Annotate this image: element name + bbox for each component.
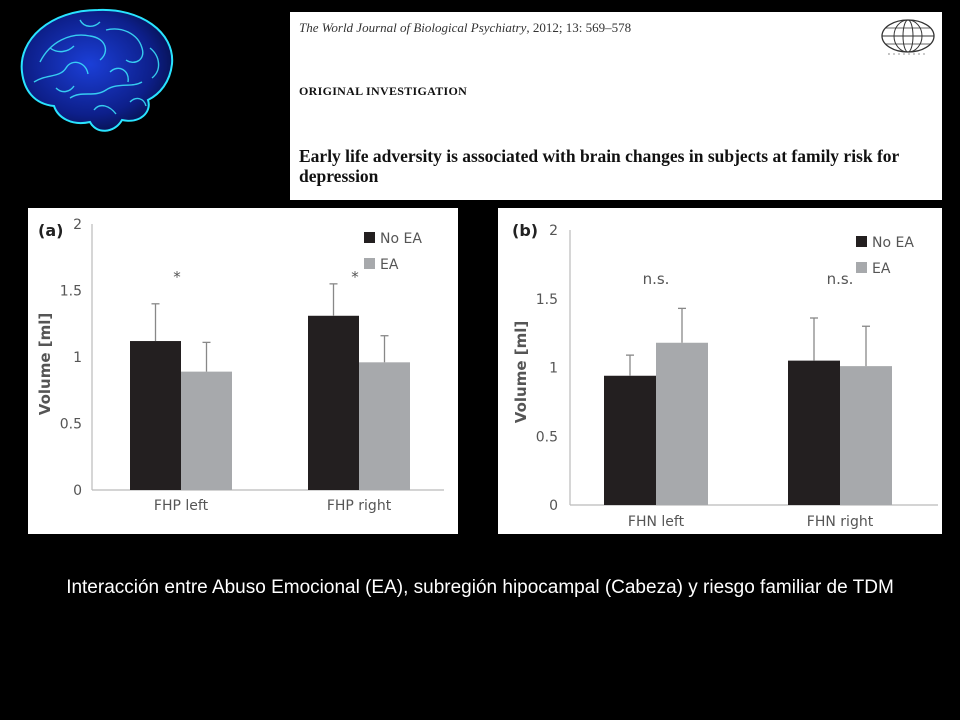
category-label: FHP right [327,498,392,514]
significance-label: * [173,268,181,286]
journal-meta: , 2012; 13: 569–578 [526,20,632,35]
section-label: ORIGINAL INVESTIGATION [299,84,468,98]
bar-no-ea [788,360,840,505]
y-tick-label: 1 [549,361,558,377]
journal-name: The World Journal of Biological Psychiat… [299,20,527,35]
y-tick-label: 0 [549,498,558,514]
bar-no-ea [308,315,359,490]
legend-swatch [856,262,867,273]
chart-b-svg: (b) Volume [ml] 0 0.5 1 1.5 2 n.s. n.s. FHN l… [512,221,938,530]
paper-title: Early life adversity is associated with … [299,146,900,186]
bar-no-ea [604,375,656,505]
y-tick-label: 2 [549,223,558,239]
panel-label: (a) [38,221,63,240]
significance-label: * [351,268,359,286]
category-label: FHN left [628,514,685,530]
legend-label: No EA [380,231,422,247]
legend-label: No EA [872,235,914,251]
y-tick-label: 0 [73,483,82,499]
chart-b: (b) Volume [ml] 0 0.5 1 1.5 2 n.s. n.s. FHN l… [498,208,942,534]
paper-header: The World Journal of Biological Psychiat… [290,12,942,200]
significance-label: n.s. [827,270,854,288]
category-label: FHP left [154,498,209,514]
journal-citation: The World Journal of Biological Psychiat… [299,20,631,36]
legend-swatch [856,236,867,247]
chart-a-svg: (a) Volume [ml] 0 0.5 1 1.5 2 * * FHP left FHP… [36,217,444,514]
y-axis-label: Volume [ml] [512,321,530,423]
bar-ea [840,366,892,505]
legend-label: EA [380,257,399,273]
significance-label: n.s. [643,270,670,288]
legend-swatch [364,232,375,243]
category-label: FHN right [807,514,874,530]
bar-ea [181,371,232,490]
y-tick-label: 1 [73,350,82,366]
y-tick-label: 0.5 [536,429,558,445]
slide-caption: Interacción entre Abuso Emocional (EA), … [66,577,894,598]
chart-a: (a) Volume [ml] 0 0.5 1 1.5 2 * * FHP left FHP… [28,208,458,534]
bar-ea [656,342,708,505]
y-tick-label: 1.5 [60,284,82,300]
panel-label: (b) [512,221,538,240]
bar-ea [359,362,410,490]
y-tick-label: 2 [73,217,82,233]
legend-label: EA [872,261,891,277]
y-axis-label: Volume [ml] [36,313,54,415]
bar-no-ea [130,341,181,490]
legend-swatch [364,258,375,269]
globe-logo-icon [880,18,936,58]
y-tick-label: 1.5 [536,292,558,308]
brain-illustration [10,2,180,142]
y-tick-label: 0.5 [60,417,82,433]
